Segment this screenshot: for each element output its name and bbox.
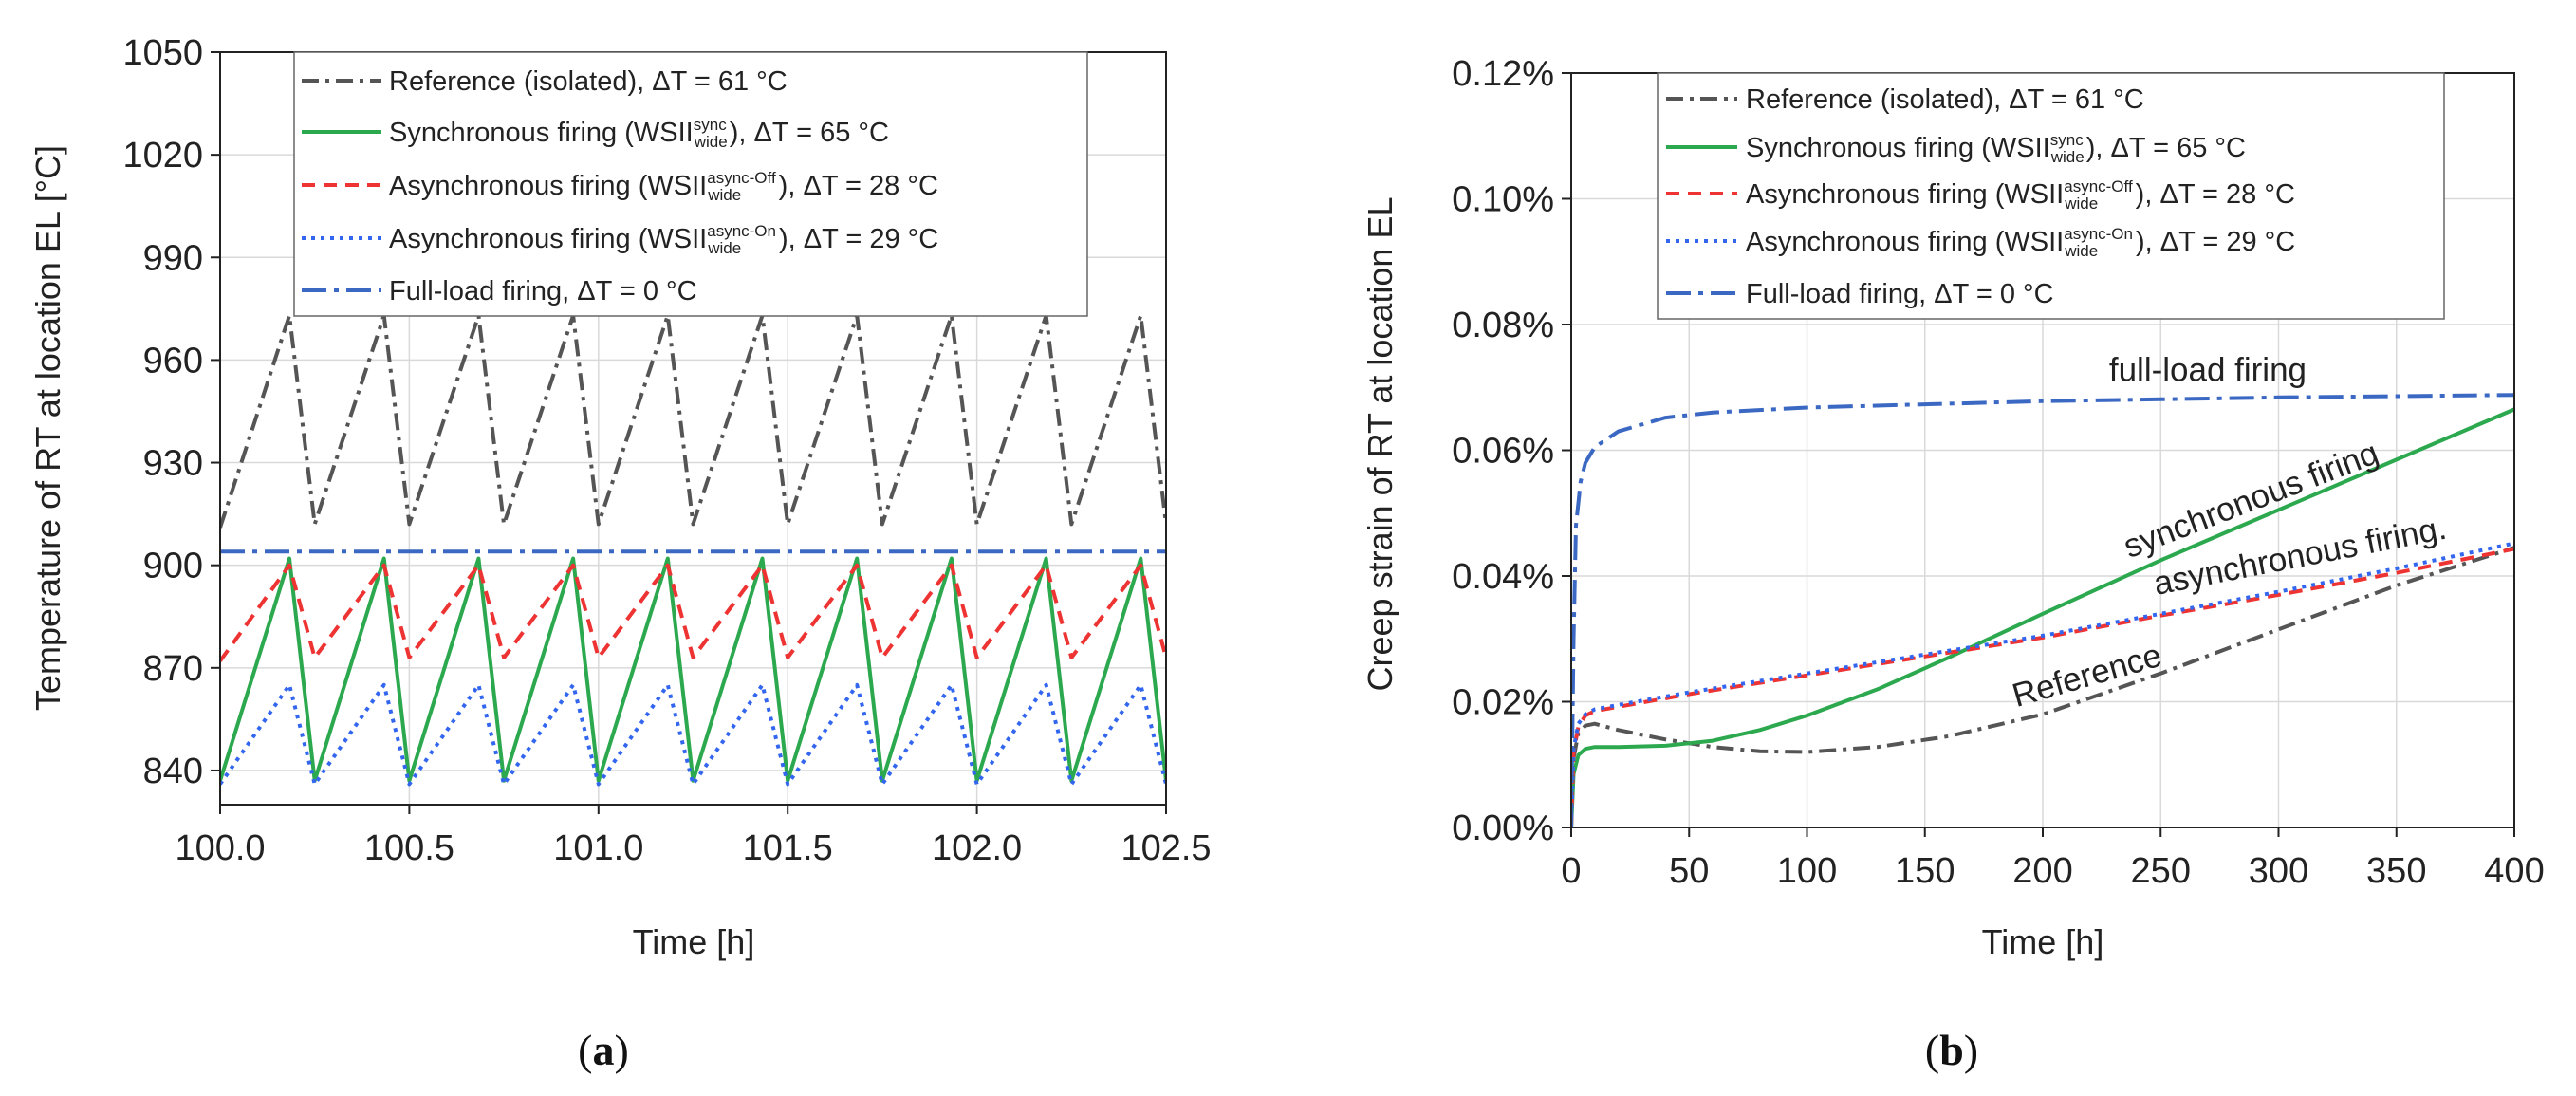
legend-label-async_off: Asynchronous firing (WSIIasync-Off wide),… <box>389 169 938 204</box>
y-tick-label: 1050 <box>122 33 203 73</box>
x-tick-label: 101.5 <box>743 828 833 868</box>
y-tick-label: 0.02% <box>1452 683 1554 723</box>
x-tick-label: 100.5 <box>364 828 454 868</box>
series-group <box>1571 393 2514 827</box>
x-tick-label: 102.5 <box>1121 828 1211 868</box>
legend-label-sync: Synchronous firing (WSIIsync wide), ΔT = … <box>1746 131 2246 166</box>
y-tick-label: 840 <box>143 752 203 791</box>
subplot-caption: (b) <box>1925 1026 1978 1074</box>
legend-label-async_off: Asynchronous firing (WSIIasync-Off wide),… <box>1746 177 2295 213</box>
legend: Reference (isolated), ΔT = 61 °C Synchron… <box>1657 72 2445 320</box>
legend: Reference (isolated), ΔT = 61 °C Synchron… <box>293 51 1088 317</box>
chart-b: 0 50 100 150 200 250 300 350 400 0.00% 0.02% 0.04% 0… <box>1361 54 2545 1074</box>
y-tick-label: 900 <box>143 547 203 586</box>
series-line-sync <box>220 556 1166 783</box>
x-tick-label: 50 <box>1669 851 1709 891</box>
y-tick-label: 990 <box>143 238 203 278</box>
series-line-async_on <box>1571 541 2514 827</box>
legend-label-subscript: wide <box>2064 195 2098 213</box>
legend-label-tail: ), ΔT = 28 °C <box>2136 179 2295 210</box>
x-tick-label: 300 <box>2249 851 2308 891</box>
caption-paren-open: ( <box>1925 1026 1939 1074</box>
x-tick-label: 102.0 <box>932 828 1022 868</box>
legend-label-main: Reference (isolated), ΔT = 61 °C <box>389 66 788 97</box>
x-tick-label: 400 <box>2484 851 2544 891</box>
y-tick-label: 870 <box>143 649 203 689</box>
y-tick-label: 0.10% <box>1452 180 1554 220</box>
x-tick-label: 100.0 <box>175 828 265 868</box>
y-tick-label: 960 <box>143 341 203 381</box>
y-axis-label: Temperature of RT at location EL [°C] <box>28 145 67 711</box>
legend-label-subscript: wide <box>707 186 741 204</box>
legend-label-tail: ), ΔT = 65 °C <box>730 118 889 148</box>
legend-label-tail: ), ΔT = 28 °C <box>779 171 938 201</box>
legend-label-tail: ), ΔT = 65 °C <box>2086 133 2246 163</box>
series-line-ref <box>1571 546 2514 827</box>
legend-box <box>293 51 1088 317</box>
series-line-full <box>1571 393 2514 827</box>
y-tick-label: 0.08% <box>1452 306 1554 345</box>
annotation-label: full-load firing <box>2109 352 2307 389</box>
y-tick-label: 1020 <box>122 136 203 176</box>
legend-label-async_on: Asynchronous firing (WSIIasync-On wide ), … <box>389 222 938 257</box>
legend-label-superscript: async-Off <box>2064 177 2133 195</box>
legend-label-superscript: sync <box>2050 131 2084 149</box>
legend-label-async_on: Asynchronous firing (WSIIasync-On wide ), … <box>1746 225 2295 260</box>
legend-label-main: Asynchronous firing (WSII <box>1746 179 2064 210</box>
legend-label-subscript: wide <box>2050 148 2085 166</box>
x-tick-label: 100 <box>1777 851 1837 891</box>
legend-label-tail: ), ΔT = 29 °C <box>2136 227 2295 257</box>
x-tick-label: 150 <box>1895 851 1955 891</box>
y-tick-label: 0.04% <box>1452 557 1554 597</box>
x-tick-label: 0 <box>1561 851 1581 891</box>
series-group <box>220 313 1166 787</box>
caption-paren-close: ) <box>615 1026 629 1074</box>
legend-label-subscript: wide <box>694 133 728 151</box>
legend-label-tail: ), ΔT = 29 °C <box>779 224 938 254</box>
legend-label-subscript: wide <box>2064 242 2098 260</box>
series-line-ref <box>220 313 1166 529</box>
x-tick-label: 250 <box>2131 851 2191 891</box>
legend-label-subscript: wide <box>707 239 741 257</box>
legend-label-ref: Reference (isolated), ΔT = 61 °C <box>389 66 788 97</box>
y-tick-label: 0.00% <box>1452 808 1554 848</box>
x-axis-label: Time [h] <box>1982 922 2104 961</box>
x-tick-label: 101.0 <box>553 828 643 868</box>
legend-label-full: Full-load firing, ΔT = 0 °C <box>389 276 697 307</box>
legend-label-superscript: async-On <box>707 222 776 240</box>
y-axis-label: Creep strain of RT at location EL <box>1361 197 1399 692</box>
y-tick-label: 0.06% <box>1452 432 1554 472</box>
subplot-caption: (a) <box>578 1026 629 1074</box>
legend-label-superscript: async-On <box>2064 225 2133 243</box>
annotation-label: Reference <box>2009 637 2166 715</box>
legend-label-main: Asynchronous firing (WSII <box>389 224 707 254</box>
legend-box <box>1657 72 2445 320</box>
series-line-async_off <box>220 563 1166 662</box>
legend-label-main: Asynchronous firing (WSII <box>389 171 707 201</box>
legend-label-main: Full-load firing, ΔT = 0 °C <box>389 276 697 307</box>
legend-label-main: Full-load firing, ΔT = 0 °C <box>1746 279 2054 309</box>
legend-label-sync: Synchronous firing (WSIIsync wide), ΔT = … <box>389 116 889 151</box>
legend-label-superscript: async-Off <box>707 169 776 187</box>
legend-label-superscript: sync <box>694 116 727 134</box>
x-tick-label: 200 <box>2012 851 2072 891</box>
caption-letter: b <box>1939 1026 1964 1074</box>
y-tick-label: 930 <box>143 444 203 484</box>
chart-a: 100.0 100.5 101.0 101.5 102.0 102.5 840 870 900 9… <box>28 33 1212 1074</box>
legend-label-main: Synchronous firing (WSII <box>389 118 694 148</box>
series-line-sync <box>1571 407 2514 827</box>
legend-label-main: Asynchronous firing (WSII <box>1746 227 2064 257</box>
legend-label-main: Reference (isolated), ΔT = 61 °C <box>1746 84 2144 115</box>
caption-letter: a <box>593 1026 615 1074</box>
legend-label-main: Synchronous firing (WSII <box>1746 133 2050 163</box>
caption-paren-open: ( <box>578 1026 592 1074</box>
y-tick-label: 0.12% <box>1452 54 1554 94</box>
caption-paren-close: ) <box>1964 1026 1978 1074</box>
x-axis-label: Time [h] <box>633 922 755 961</box>
series-line-async_off <box>1571 547 2514 827</box>
legend-label-full: Full-load firing, ΔT = 0 °C <box>1746 279 2054 309</box>
x-tick-label: 350 <box>2366 851 2426 891</box>
legend-label-ref: Reference (isolated), ΔT = 61 °C <box>1746 84 2144 115</box>
